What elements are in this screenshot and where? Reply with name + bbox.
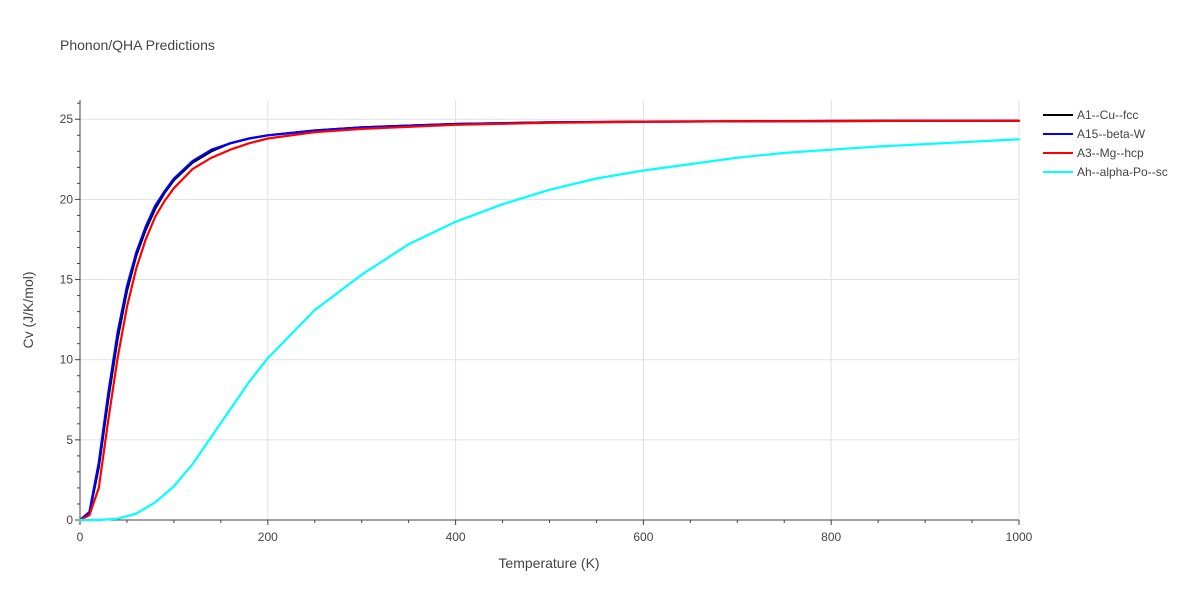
axes: 0 200 400 600 800 1000 0 5 10 15 20 25 bbox=[60, 100, 1033, 544]
legend-item[interactable]: A3--Mg--hcp bbox=[1043, 146, 1144, 160]
x-tick-label: 800 bbox=[821, 530, 841, 544]
x-tick-label: 0 bbox=[77, 530, 84, 544]
legend-item[interactable]: A1--Cu--fcc bbox=[1043, 108, 1138, 122]
y-tick-label: 0 bbox=[66, 513, 73, 527]
x-axis-title: Temperature (K) bbox=[498, 555, 599, 571]
y-tick-label: 20 bbox=[60, 192, 74, 206]
series-line-2[interactable] bbox=[78, 119, 1021, 522]
chart-title: Phonon/QHA Predictions bbox=[60, 37, 215, 53]
series-line-3[interactable] bbox=[78, 138, 1021, 522]
x-tick-label: 600 bbox=[633, 530, 653, 544]
plot-area bbox=[78, 119, 1021, 522]
x-tick-label: 400 bbox=[446, 530, 466, 544]
legend-label: A15--beta-W bbox=[1077, 127, 1146, 141]
legend-label: A3--Mg--hcp bbox=[1077, 146, 1144, 160]
y-tick-label: 5 bbox=[66, 433, 73, 447]
legend-label: Ah--alpha-Po--sc bbox=[1077, 165, 1168, 179]
x-tick-label: 200 bbox=[258, 530, 278, 544]
series-line-0[interactable] bbox=[78, 119, 1021, 522]
y-tick-label: 25 bbox=[60, 112, 74, 126]
legend-label: A1--Cu--fcc bbox=[1077, 108, 1138, 122]
x-tick-label: 1000 bbox=[1006, 530, 1033, 544]
legend-item[interactable]: A15--beta-W bbox=[1043, 127, 1146, 141]
series-line-1[interactable] bbox=[78, 119, 1021, 522]
legend-item[interactable]: Ah--alpha-Po--sc bbox=[1043, 165, 1168, 179]
legend[interactable]: A1--Cu--fcc A15--beta-W A3--Mg--hcp Ah--alp… bbox=[1043, 108, 1168, 179]
grid bbox=[80, 100, 1020, 520]
y-tick-label: 10 bbox=[60, 353, 74, 367]
y-axis-title: Cv (J/K/mol) bbox=[20, 272, 36, 349]
y-tick-label: 15 bbox=[60, 273, 74, 287]
